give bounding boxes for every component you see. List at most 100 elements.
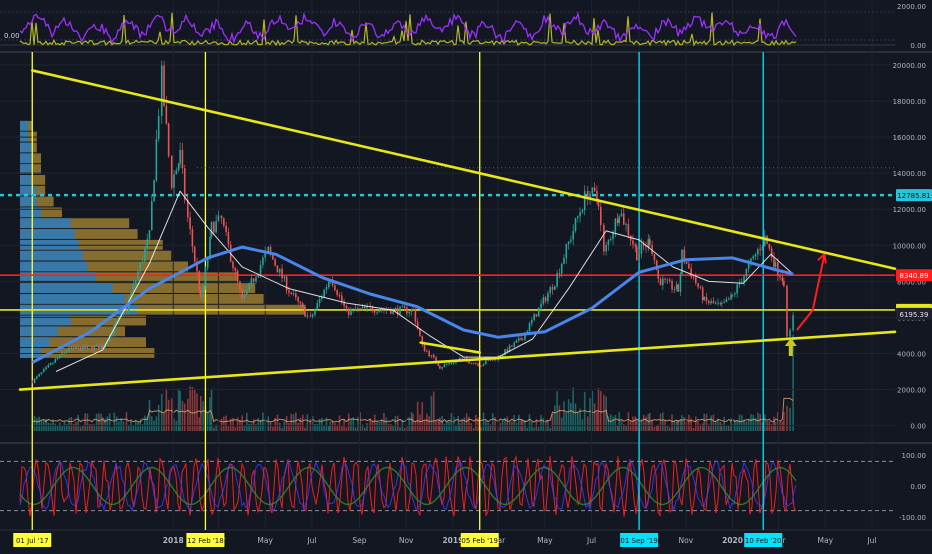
price-label-box [896,189,932,202]
highlighted-date-label: 12 Feb '18 [187,537,224,545]
candle [673,289,676,290]
volume-bar [470,423,473,431]
volume-bar [213,427,215,431]
volume-bar [533,427,535,431]
volume-bar [589,397,591,431]
volume-bar [705,413,708,431]
candle [768,243,771,249]
volume-bar [645,416,647,431]
volume-bar [574,403,577,431]
volume-bar [511,421,513,431]
volume-bar [419,414,421,431]
candle [40,372,43,374]
candle [583,190,586,211]
candle [535,314,538,317]
volume-profile-bar [20,315,71,326]
volume-bar [781,421,784,431]
volume-bar [390,424,392,431]
volume-bar [54,423,57,431]
volume-profile-bar [20,337,146,348]
volume-bar [341,426,343,431]
volume-bar [223,416,225,431]
price-axis-tick-label: 2000.00 [897,387,926,395]
candle [86,345,89,349]
candle [605,245,607,252]
volume-bar [106,416,109,431]
candle [747,263,750,269]
candle [56,357,59,360]
volume-bar [531,421,533,431]
volume-bar [49,423,52,431]
volume-bar [560,417,563,431]
top-pane-tick-label: 2000.00 [897,3,926,11]
volume-bar [309,419,312,431]
volume-bar [655,425,658,431]
candle [708,300,710,304]
candle [475,363,477,364]
price-label-box [896,307,932,320]
candle [482,364,485,366]
volume-profile-bar [20,326,125,337]
volume-bar [292,414,295,431]
candle [544,297,547,302]
x-axis: 2018MarMayJulSepNov2019MarMayJulSepNov20… [13,533,877,547]
candle [150,201,153,231]
candle [759,249,761,251]
candle [703,296,706,301]
volume-bar [763,414,766,431]
candle [445,364,448,365]
volume-bar [220,418,223,431]
price-axis-tick-label: 4000.00 [897,350,926,358]
candle [531,320,533,324]
candle [570,239,572,242]
candle [675,284,678,290]
candle [155,139,158,181]
candle [54,359,57,363]
highlighted-date-box [13,533,52,547]
volume-bar [540,414,542,431]
candle [167,123,170,156]
candle [692,276,695,278]
candle [443,364,446,368]
candle [316,303,319,310]
volume-bar [84,413,86,431]
candle [38,373,40,377]
candle [789,330,791,337]
candle [345,305,348,309]
volume-bar [141,424,144,431]
candle [721,303,723,305]
candle [480,365,483,367]
volume-bar [551,413,554,431]
volume-bar [579,408,581,431]
annotations [784,253,827,357]
candle [549,287,552,294]
candle [250,278,253,284]
candle [560,263,563,274]
volume-bar [570,402,572,431]
volume-bar [104,418,106,431]
volume-bar [215,424,217,431]
candle [31,381,34,383]
volume-profile-bar [20,218,71,229]
volume-bar [659,413,662,431]
candle [204,267,207,287]
volume-bar [583,391,586,431]
volume-bar [463,417,466,431]
vertical-date-lines [31,52,764,530]
volume-bar [513,414,515,431]
candle [153,180,155,202]
candle [206,258,209,268]
candle [95,344,98,346]
top-indicator-pane [0,11,895,47]
candle [430,355,433,357]
x-axis-tick-label: Nov [679,536,694,545]
candle [378,310,381,313]
candle [458,357,461,360]
candle [640,243,643,254]
candle [252,278,255,282]
volume-bar [688,414,690,431]
volume-profile-bar [20,229,75,239]
volume-bar [361,424,364,431]
